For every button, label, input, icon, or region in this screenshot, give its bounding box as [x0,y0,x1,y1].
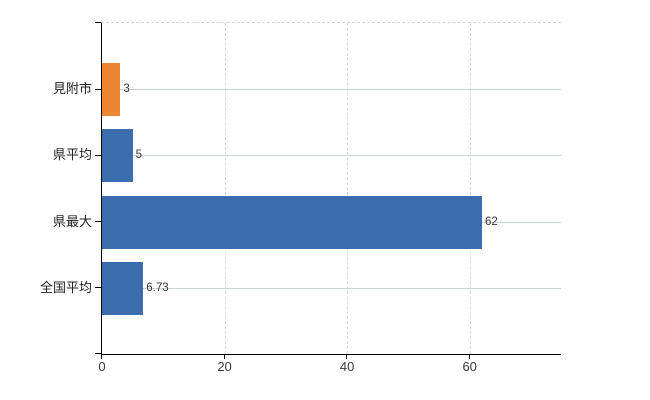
y-axis-tick [95,88,101,90]
category-label: 見附市 [52,81,92,96]
value-label: 5 [135,149,143,162]
x-axis-tick [223,354,225,359]
bar-4 [102,261,144,315]
bar-1 [102,63,121,116]
x-axis-tick-label: 0 [98,359,106,374]
category-label: 県最大 [52,213,92,229]
x-axis-tick-label: 40 [339,359,355,374]
value-label: 3 [123,83,130,95]
horizontal-gridline [102,287,561,289]
x-axis-tick [101,354,102,359]
bar-3 [102,195,482,249]
horizontal-gridline [102,155,561,157]
y-axis-tick [95,154,101,156]
category-label: 県平均 [52,147,92,163]
x-axis-tick-label: 60 [462,359,477,374]
vertical-gridline [347,23,349,354]
x-axis-line [95,353,102,354]
y-axis-top-tick [95,22,101,23]
plot-area: 3 5 62 6.73 [101,22,561,355]
bar-2 [102,129,133,183]
x-axis-tick [346,354,348,359]
value-label: 6.73 [146,281,169,294]
value-label: 62 [484,215,498,228]
x-axis-tick [468,354,470,359]
horizontal-gridline [102,89,561,90]
y-axis-tick [95,287,101,289]
vertical-gridline [469,23,471,354]
x-axis-tick-label: 20 [217,359,232,374]
category-label: 全国平均 [39,279,92,295]
vertical-gridline [224,23,226,354]
y-axis-tick [95,221,101,223]
